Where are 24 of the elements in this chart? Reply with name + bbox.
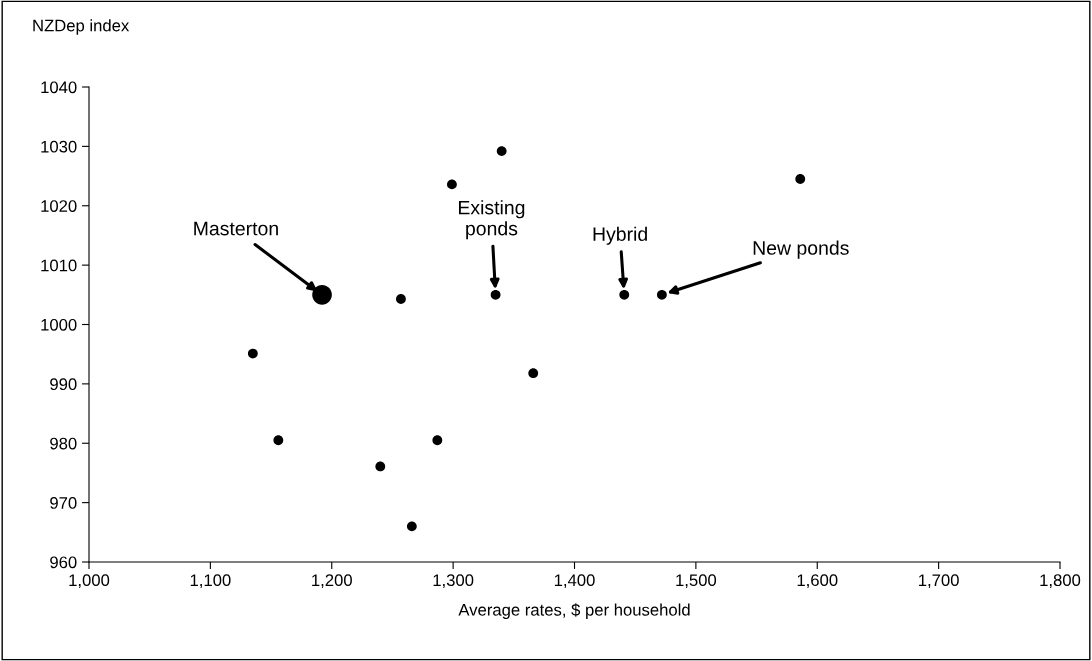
x-tick-label: 1,800	[1040, 574, 1081, 589]
y-tick-label: 1040	[41, 81, 77, 94]
x-tick-label: 1,700	[919, 574, 959, 589]
x-tick-label: 1,500	[676, 574, 717, 589]
y-tick-label: 1020	[41, 200, 77, 212]
x-tick-label: 1,100	[190, 574, 231, 589]
y-tick-label: 1030	[41, 140, 77, 153]
x-tick-label: 1,200	[312, 574, 352, 589]
annotation: New ponds	[753, 240, 849, 259]
y-tick-label: 1000	[41, 318, 77, 331]
x-tick-label: 1,300	[433, 574, 474, 589]
x-tick-label: 1,000	[69, 574, 110, 589]
y-tick-label: 1010	[41, 259, 77, 272]
annotation: Masterton	[194, 221, 278, 236]
annotation: Hybrid	[593, 226, 647, 245]
y-tick-label: 980	[50, 437, 77, 450]
x-tick-label: 1,600	[797, 574, 838, 589]
y-tick-label: 960	[50, 556, 77, 569]
y-tick-label: 990	[50, 378, 77, 391]
y-tick-label: 970	[50, 497, 77, 509]
x-tick-label: 1,400	[554, 574, 595, 589]
y-axis-title: NZDep index	[33, 19, 130, 35]
x-axis-title: Average rates, $ per household	[458, 603, 690, 620]
annotation: Existing ponds	[458, 200, 525, 240]
